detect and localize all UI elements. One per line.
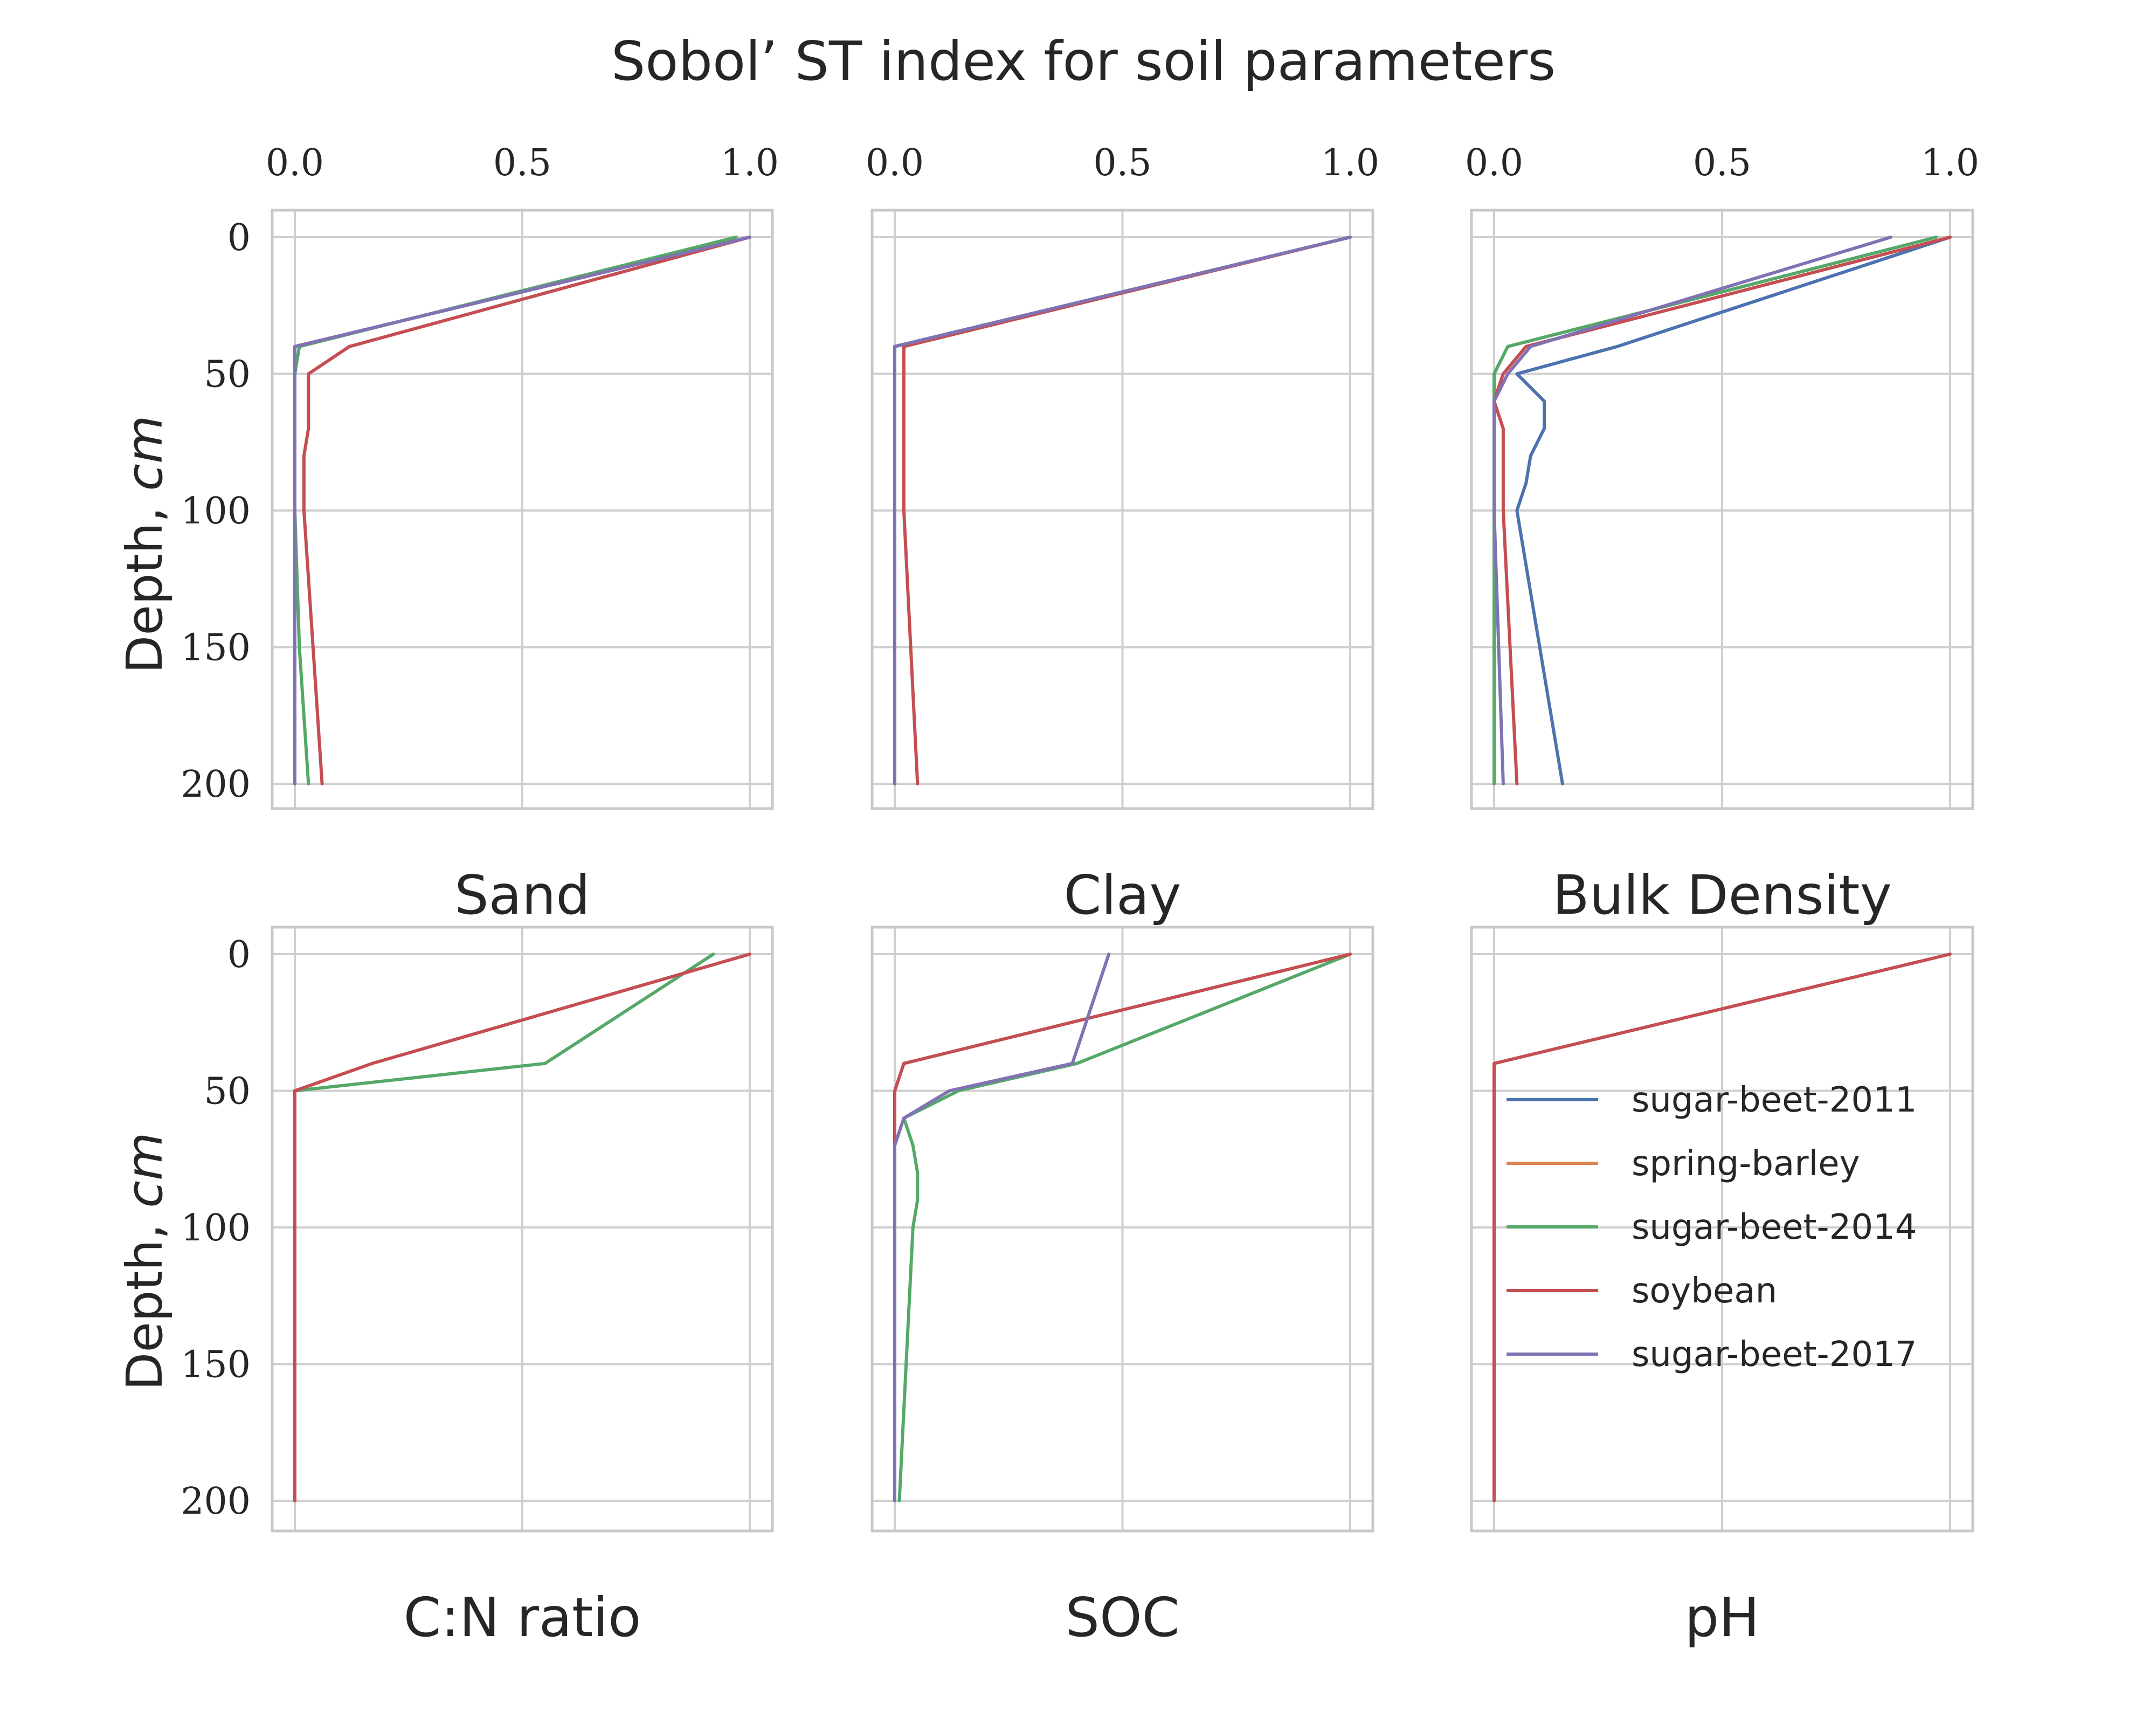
panel-frame-c-n-ratio bbox=[271, 926, 774, 1533]
panel-frame-soc bbox=[870, 926, 1374, 1533]
y-axis-label-top-unit: cm bbox=[116, 416, 174, 491]
legend-label-spring-barley: spring-barley bbox=[1632, 1144, 1860, 1184]
legend-label-sugar-beet-2011: sugar-beet-2011 bbox=[1632, 1080, 1917, 1120]
legend-label-sugar-beet-2014: sugar-beet-2014 bbox=[1632, 1208, 1917, 1247]
y-tick-label: 200 bbox=[181, 1480, 251, 1523]
figure-title: Sobol’ ST index for soil parameters bbox=[611, 30, 1556, 93]
series-line-sugar-beet-2017 bbox=[893, 236, 1352, 785]
panel-c-n-ratio: 0 50 100 150 200 C:N ratio bbox=[181, 926, 774, 1649]
series-line-sugar-beet-2017 bbox=[893, 953, 1111, 1502]
x-tick-label: 1.0 bbox=[1321, 142, 1379, 184]
panel-frame-clay bbox=[870, 209, 1374, 810]
series-line-sugar-beet-2011 bbox=[1515, 236, 1952, 785]
y-tick-label: 0 bbox=[227, 934, 251, 976]
y-tick-label: 100 bbox=[181, 490, 251, 533]
panel-title-clay: Clay bbox=[1063, 864, 1181, 927]
y-axis-label-top-main: Depth, bbox=[116, 491, 174, 674]
y-axis-label-top: Depth, cm bbox=[116, 416, 174, 674]
legend-label-sugar-beet-2017: sugar-beet-2017 bbox=[1632, 1335, 1917, 1375]
x-tick-label: 0.0 bbox=[866, 142, 924, 184]
panel-title-bulk-density: Bulk Density bbox=[1552, 864, 1892, 927]
series-line-soybean bbox=[293, 953, 751, 1502]
y-tick-label: 200 bbox=[181, 763, 251, 806]
y-tick-label: 100 bbox=[181, 1207, 251, 1250]
panel-sand: 0.0 0.5 1.0 0 50 100 150 200 Sand bbox=[181, 142, 779, 927]
x-tick-label: 0.5 bbox=[1693, 142, 1751, 184]
panel-frame-sand bbox=[271, 209, 774, 810]
series-line-soybean bbox=[302, 236, 751, 785]
x-tick-label: 0.5 bbox=[1093, 142, 1151, 184]
x-tick-label: 1.0 bbox=[721, 142, 779, 184]
y-axis-label-bottom: Depth, cm bbox=[116, 1133, 174, 1391]
legend-label-soybean: soybean bbox=[1632, 1271, 1777, 1311]
x-tick-label: 1.0 bbox=[1921, 142, 1979, 184]
y-tick-label: 0 bbox=[227, 217, 251, 259]
series-line-sugar-beet-2017 bbox=[293, 236, 751, 785]
panel-title-soc: SOC bbox=[1065, 1586, 1179, 1649]
y-tick-label: 50 bbox=[204, 354, 251, 396]
series-line-sugar-beet-2017 bbox=[1492, 236, 1892, 785]
panel-frame-bulk-density bbox=[1470, 209, 1974, 810]
series-line-soybean bbox=[1492, 953, 1952, 1502]
y-tick-label: 150 bbox=[181, 627, 251, 670]
panel-title-ph: pH bbox=[1685, 1586, 1760, 1649]
series-line-soybean bbox=[1492, 236, 1952, 785]
panel-soc: SOC bbox=[870, 926, 1374, 1649]
panel-frame-ph bbox=[1470, 926, 1974, 1533]
x-tick-label: 0.0 bbox=[1465, 142, 1523, 184]
y-tick-label: 150 bbox=[181, 1344, 251, 1386]
panel-clay: 0.0 0.5 1.0 Clay bbox=[866, 142, 1379, 927]
panel-title-sand: Sand bbox=[454, 864, 590, 927]
panel-bulk-density: 0.0 0.5 1.0 Bulk Density bbox=[1465, 142, 1979, 927]
x-tick-label: 0.5 bbox=[493, 142, 551, 184]
panel-title-c-n-ratio: C:N ratio bbox=[404, 1586, 641, 1649]
panel-ph: pH bbox=[1470, 926, 1974, 1649]
y-tick-label: 50 bbox=[204, 1071, 251, 1113]
x-tick-label: 0.0 bbox=[266, 142, 324, 184]
y-axis-label-bottom-main: Depth, bbox=[116, 1208, 174, 1391]
legend: sugar-beet-2011 spring-barley sugar-beet… bbox=[1507, 1080, 1917, 1375]
y-axis-label-bottom-unit: cm bbox=[116, 1133, 174, 1208]
